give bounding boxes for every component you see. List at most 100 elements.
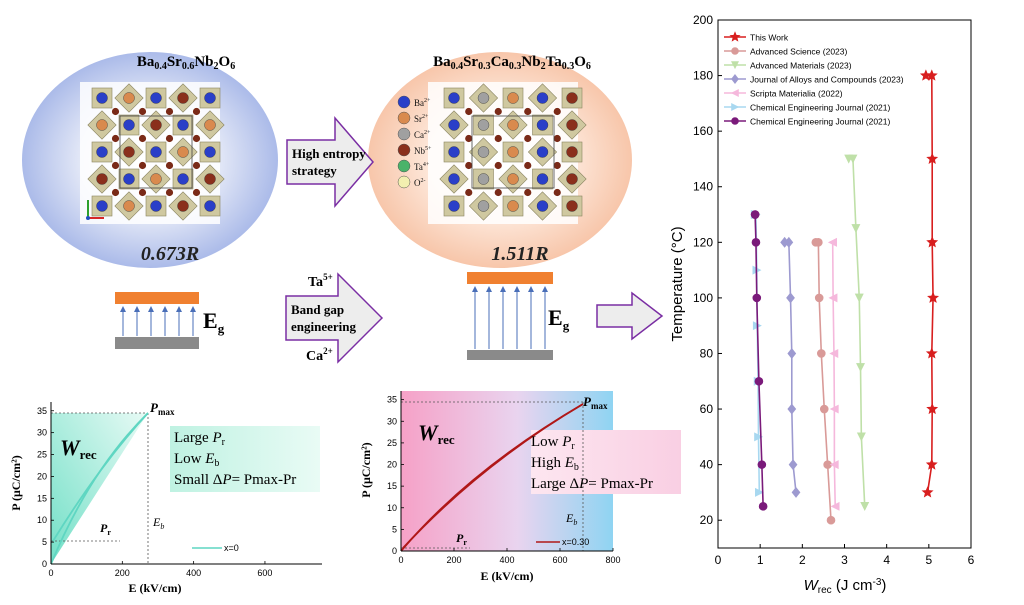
x-tick-label: 0 — [398, 555, 403, 565]
right-pe-loop: 0 5 10 15 20 25 30 35 0 200 400 600 800 Wrec Pmax Pr… — [359, 391, 681, 583]
chart-y-tick-label: 60 — [700, 402, 714, 416]
atom — [111, 134, 120, 143]
data-point — [751, 238, 761, 247]
right-description-box — [531, 430, 681, 494]
x-tick-label: 200 — [115, 568, 130, 578]
atom — [165, 161, 174, 170]
data-point — [854, 293, 864, 303]
atom — [448, 173, 460, 185]
series-line — [831, 242, 837, 507]
chart-y-tick-label: 120 — [693, 235, 713, 249]
arrow-head — [528, 286, 534, 292]
atom — [523, 188, 533, 197]
strategy-label-1: High entropy — [292, 146, 366, 161]
atom — [96, 173, 108, 185]
right-description: Low Pr High Eb Large ΔP= Pmax-Pr — [531, 434, 653, 492]
atom — [464, 188, 474, 197]
data-point — [811, 238, 821, 247]
svg-text:Large Pr: Large Pr — [174, 430, 226, 448]
arrow-head — [120, 306, 126, 312]
atom — [536, 173, 549, 185]
data-point — [830, 501, 840, 511]
atom — [566, 173, 578, 185]
atom — [552, 134, 562, 143]
atom — [566, 200, 578, 212]
atom — [523, 161, 533, 170]
y-tick-label: 10 — [387, 503, 397, 513]
atom — [138, 107, 147, 116]
bandgap-label-2: engineering — [291, 319, 356, 334]
atom — [552, 161, 562, 170]
data-point — [787, 403, 797, 415]
atom — [111, 188, 120, 197]
atom — [507, 119, 519, 131]
legend-label: Ca2+ — [414, 130, 431, 140]
x-tick-label: 400 — [499, 555, 514, 565]
data-point — [927, 291, 940, 303]
chart-x-tick-label: 6 — [968, 553, 975, 567]
atom — [165, 188, 174, 197]
atom — [493, 188, 503, 197]
chart-y-tick-label: 160 — [693, 124, 713, 138]
atom — [448, 200, 460, 212]
atom — [464, 107, 474, 116]
right-legend: x=0.30 — [562, 537, 589, 547]
atom — [566, 119, 578, 131]
legend-marker — [731, 117, 739, 125]
right-pr-label: Pr — [456, 531, 467, 547]
series-0 — [919, 69, 940, 498]
left-eg-label: Eg — [203, 308, 225, 336]
series-4 — [828, 237, 840, 511]
data-point — [750, 210, 760, 219]
legend-label: Ta4+ — [414, 162, 430, 172]
left-band-diagram: Eg — [115, 292, 225, 349]
atom — [536, 146, 549, 158]
chart-y-tick-label: 200 — [693, 13, 713, 27]
chart-x-tick-label: 3 — [841, 553, 848, 567]
right-ratio: 1.511R — [491, 243, 548, 265]
right-eb-label: Eb — [565, 511, 577, 527]
data-point — [925, 347, 938, 359]
chart-legend: This Work Advanced Science (2023) Advanced… — [724, 31, 904, 127]
left-description: Large Pr Low Eb Small ΔP= Pmax-Pr — [174, 430, 296, 488]
data-point — [921, 486, 934, 498]
legend-entry: Advanced Science (2023) — [750, 47, 848, 57]
right-structure-panel: Ba0.4Sr0.3Ca0.3Nb2Ta0.3O6 Ba2+ Sr2+ Ca2+ Nb… — [368, 52, 632, 268]
data-point — [829, 348, 839, 358]
atom — [177, 119, 189, 131]
atom — [507, 146, 519, 158]
atom — [536, 200, 549, 212]
legend-marker — [731, 103, 740, 111]
right-ylabel: P (μC/cm²) — [359, 442, 373, 497]
left-ratio: 0.673R — [141, 243, 199, 265]
atom — [477, 173, 490, 185]
y-tick-label: 10 — [37, 515, 47, 525]
left-eb-label: Eb — [152, 515, 164, 531]
data-point — [844, 154, 854, 164]
left-axis-triad-icon — [86, 200, 104, 220]
atom — [552, 188, 562, 197]
data-point — [925, 458, 938, 470]
high-entropy-arrow: High entropy strategy — [286, 115, 374, 209]
data-point — [754, 432, 764, 442]
data-point — [786, 292, 795, 304]
atom — [204, 200, 216, 212]
left-crystal-lattice — [87, 83, 225, 221]
right-crystal-lattice — [439, 83, 587, 221]
chart-frame — [717, 19, 972, 549]
atom — [138, 134, 147, 143]
atom — [150, 200, 162, 212]
chart-y-tick-label: 180 — [693, 69, 713, 83]
y-tick-label: 5 — [42, 537, 47, 547]
atom — [477, 200, 490, 212]
chart-ylabel: Temperature (°C) — [669, 226, 686, 341]
unit-cell — [471, 115, 555, 189]
left-pr-label: Pr — [100, 521, 111, 537]
data-point — [926, 152, 939, 165]
legend-marker — [731, 47, 739, 55]
svg-text:Large ΔP= Pmax-Pr: Large ΔP= Pmax-Pr — [531, 476, 653, 492]
arrow-head — [472, 286, 478, 292]
left-pe-loop: 0 5 10 15 20 25 30 35 0 200 400 600 Wrec Pmax Pr Eb… — [9, 400, 322, 595]
chart-series — [750, 69, 940, 525]
arrow-head — [190, 306, 196, 312]
